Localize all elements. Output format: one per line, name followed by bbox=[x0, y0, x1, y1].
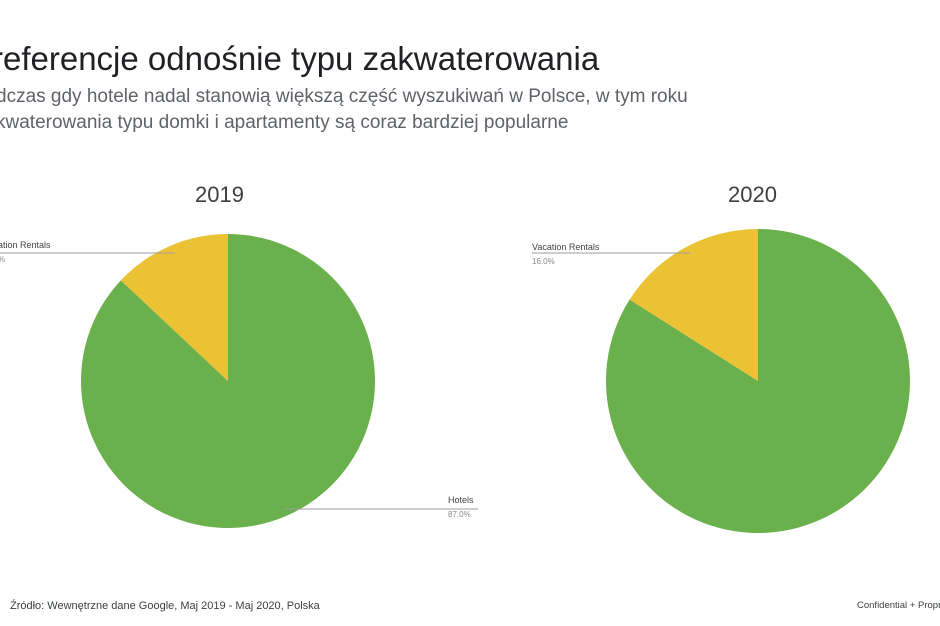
slice-percent-1-1: 16.0% bbox=[532, 257, 555, 266]
slice-label-1-1: Vacation Rentals bbox=[532, 242, 600, 252]
slice-percent-0-1: % bbox=[0, 255, 5, 264]
source-note: Źródło: Wewnętrzne dane Google, Maj 2019… bbox=[10, 600, 320, 612]
pie-slice-vacation-rentals-2020 bbox=[629, 229, 758, 381]
page-subtitle: dczas gdy hotele nadal stanowią większą … bbox=[0, 84, 688, 136]
confidential-note: Confidential + Propr bbox=[857, 600, 940, 611]
pie-chart-2020: Vacation Rentals 16.0% bbox=[532, 229, 910, 533]
slice-percent-0-0: 87.0% bbox=[448, 510, 471, 519]
subtitle-line-1: dczas gdy hotele nadal stanowią większą … bbox=[0, 86, 688, 107]
pie-slice-ation-rentals-2019 bbox=[120, 234, 228, 381]
subtitle-line-2: kwaterowania typu domki i apartamenty są… bbox=[0, 112, 569, 133]
page-title: referencje odnośnie typu zakwaterowania bbox=[0, 40, 600, 77]
slice-label-0-1: ation Rentals bbox=[0, 240, 51, 250]
slice-label-0-0: Hotels bbox=[448, 495, 474, 505]
chart-title-2020: 2020 bbox=[728, 182, 777, 207]
pie-chart-2019: Hotels 87.0% ation Rentals% bbox=[0, 234, 478, 528]
chart-title-2019: 2019 bbox=[195, 182, 244, 207]
